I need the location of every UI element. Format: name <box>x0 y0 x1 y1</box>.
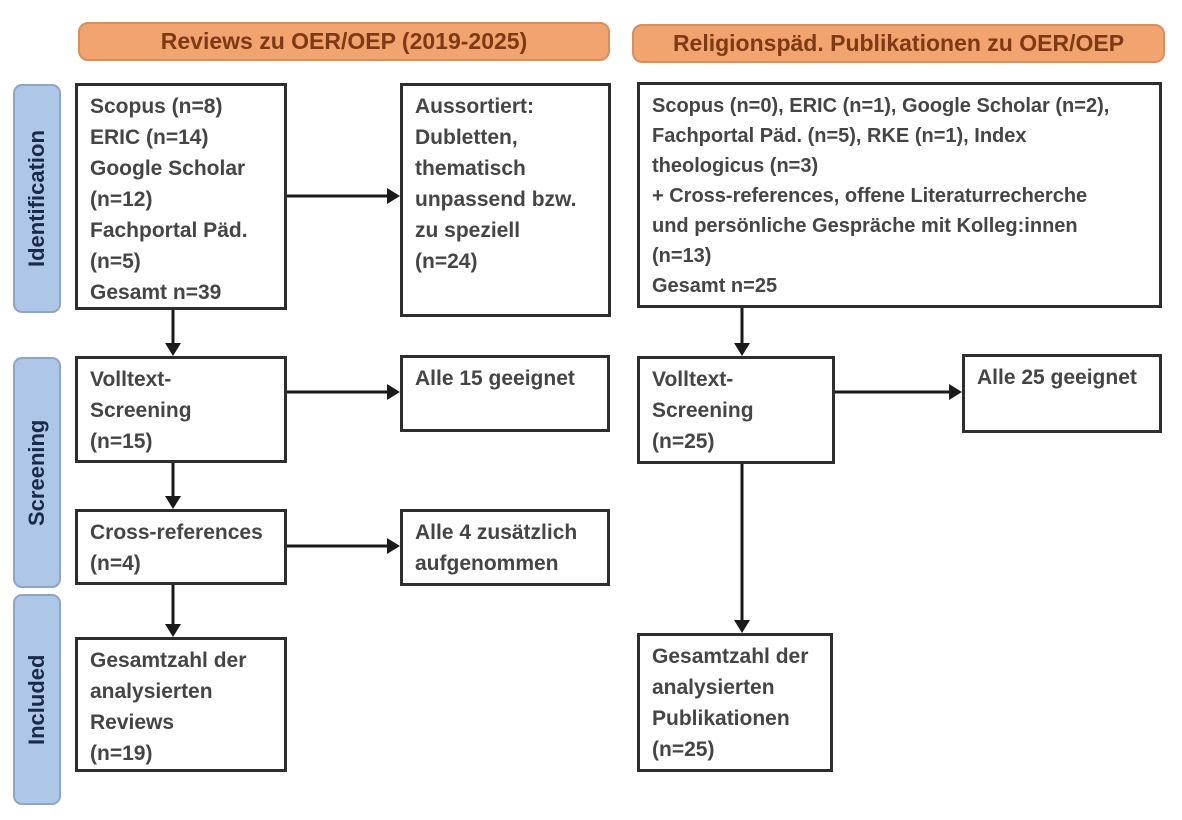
arrow-right-fulltext-to-included <box>735 464 749 633</box>
box-right-fulltext-result-text: Alle 25 geeignet <box>977 366 1137 389</box>
box-left-cross-references-text: Cross-references (n=4) <box>90 521 263 575</box>
box-left-excluded: Aussortiert: Dubletten, thematisch unpas… <box>400 83 611 317</box>
box-left-cross-references: Cross-references (n=4) <box>75 509 287 585</box>
box-right-identification-sources-text: Scopus (n=0), ERIC (n=1), Google Scholar… <box>652 95 1110 297</box>
box-right-included-total: Gesamtzahl der analysierten Publikatione… <box>637 633 833 772</box>
box-left-fulltext-screening-text: Volltext- Screening (n=15) <box>90 368 192 453</box>
box-left-fulltext-result: Alle 15 geeignet <box>400 355 610 432</box>
box-left-cross-references-result-text: Alle 4 zusätzlich aufgenommen <box>415 521 578 575</box>
box-right-fulltext-result: Alle 25 geeignet <box>962 354 1162 433</box>
box-left-fulltext-result-text: Alle 15 geeignet <box>415 367 575 390</box>
box-right-identification-sources: Scopus (n=0), ERIC (n=1), Google Scholar… <box>637 82 1162 308</box>
arrow-left-fulltext-to-crossref <box>166 463 180 509</box>
box-left-included-total: Gesamtzahl der analysierten Reviews (n=1… <box>75 637 287 772</box>
stage-label-screening: Screening <box>13 357 61 588</box>
arrow-left-identification-to-fulltext <box>166 310 180 356</box>
arrow-left-identification-to-excluded <box>287 189 400 203</box>
box-left-included-total-text: Gesamtzahl der analysierten Reviews (n=1… <box>90 649 247 765</box>
column-header-reviews: Reviews zu OER/OEP (2019-2025) <box>78 22 610 61</box>
arrow-left-crossref-to-included <box>166 585 180 637</box>
arrow-right-fulltext-to-result <box>835 385 962 399</box>
box-left-excluded-text: Aussortiert: Dubletten, thematisch unpas… <box>415 95 577 273</box>
box-left-fulltext-screening: Volltext- Screening (n=15) <box>75 356 287 463</box>
arrow-right-identification-to-fulltext <box>735 308 749 356</box>
box-right-fulltext-screening-text: Volltext- Screening (n=25) <box>652 368 754 453</box>
stage-label-identification: Identification <box>13 84 61 313</box>
box-right-fulltext-screening: Volltext- Screening (n=25) <box>637 356 835 464</box>
column-header-publications: Religionspäd. Publikationen zu OER/OEP <box>632 24 1165 63</box>
box-right-included-total-text: Gesamtzahl der analysierten Publikatione… <box>652 645 809 761</box>
arrow-left-fulltext-to-result <box>287 385 400 399</box>
box-left-cross-references-result: Alle 4 zusätzlich aufgenommen <box>400 509 610 586</box>
box-left-identification-sources-text: Scopus (n=8) ERIC (n=14) Google Scholar … <box>90 95 248 304</box>
arrow-left-crossref-to-result <box>287 539 400 553</box>
box-left-identification-sources: Scopus (n=8) ERIC (n=14) Google Scholar … <box>75 83 287 310</box>
stage-label-included: Included <box>13 594 61 805</box>
